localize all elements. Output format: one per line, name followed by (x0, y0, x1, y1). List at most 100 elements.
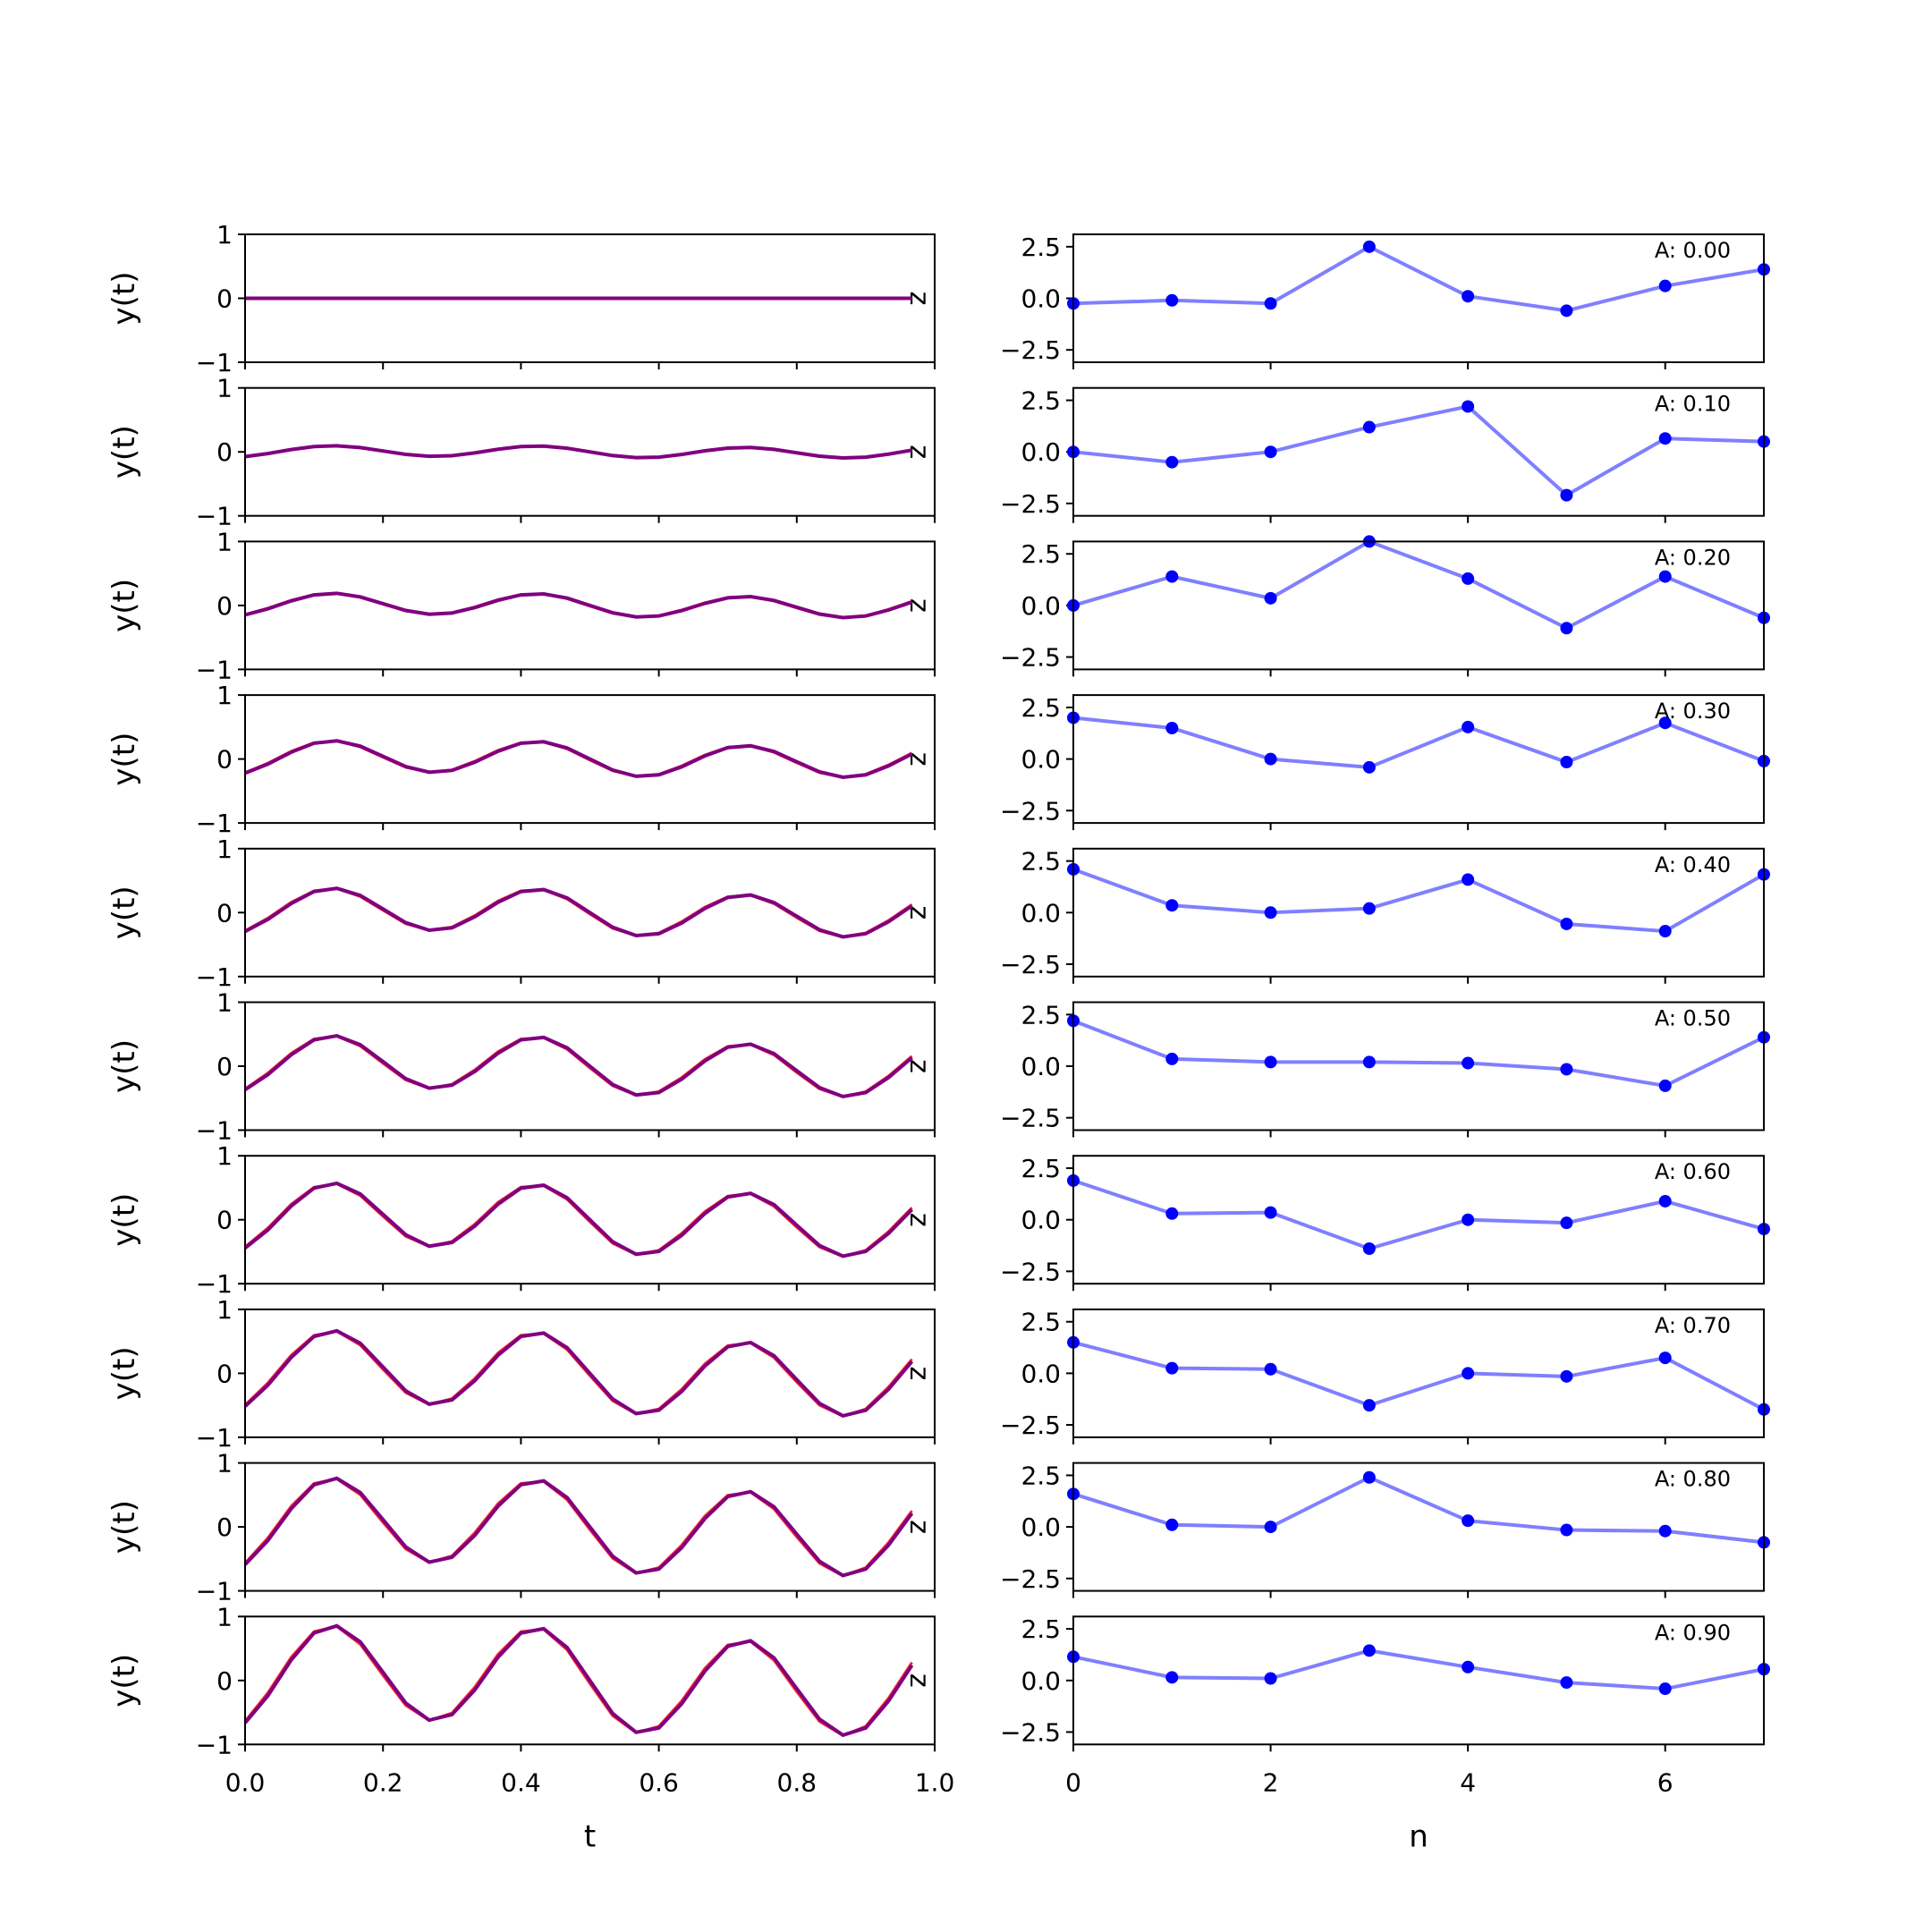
amplitude-annotation: A: 0.20 (1655, 545, 1731, 570)
plot-frame (1072, 1615, 1765, 1746)
series-line (1072, 244, 1765, 313)
side-label: z (903, 1367, 935, 1381)
y-tick-label: 2.5 (1021, 693, 1061, 723)
plot-frame (244, 386, 936, 517)
right-panel-5: 2.5 0.0 −2.5 A: 0.50 (1000, 1000, 1770, 1138)
data-point (1165, 899, 1179, 912)
left-panel-5: −1 0 1 y(t) z (106, 988, 936, 1146)
data-point (1264, 752, 1277, 766)
data-point (1165, 455, 1179, 469)
data-point (1658, 1079, 1672, 1092)
y-axis-label: y(t) (106, 733, 142, 786)
y-tick-label: −2.5 (1000, 1257, 1061, 1286)
y-axis-label: y(t) (106, 1654, 142, 1707)
side-label: z (903, 1059, 935, 1073)
left-panel-1: −1 0 1 y(t) z (106, 374, 936, 531)
series-line (1072, 1475, 1765, 1545)
y-tick-label: 2.5 (1021, 1000, 1061, 1030)
y-tick-label: 0 (216, 1666, 233, 1696)
data-point (1362, 240, 1376, 253)
amplitude-annotation: A: 0.90 (1655, 1620, 1731, 1645)
y-axis-label: y(t) (106, 579, 142, 632)
data-point (1165, 722, 1179, 735)
data-point (1462, 400, 1475, 413)
y-tick-label: 0.0 (1021, 1513, 1061, 1542)
plot-frame (244, 1155, 936, 1285)
y-tick-label: 2.5 (1021, 539, 1061, 569)
data-point (1462, 1660, 1475, 1674)
data-point (1264, 591, 1277, 605)
right-panel-2: 2.5 0.0 −2.5 A: 0.20 (1000, 535, 1770, 677)
y-tick-label: 1 (216, 374, 233, 403)
y-tick-label: −1 (196, 809, 233, 838)
series-line-blue (244, 739, 913, 779)
right-panel-3: 2.5 0.0 −2.5 A: 0.30 (1000, 693, 1770, 831)
left-panel-8: −1 0 1 y(t) z (106, 1449, 936, 1606)
y-tick-label: −2.5 (1000, 643, 1061, 673)
data-point (1264, 1362, 1277, 1376)
data-point (1560, 1063, 1573, 1076)
y-tick-label: 1 (216, 681, 233, 710)
y-tick-label: 0.0 (1021, 1359, 1061, 1388)
left-panel-7: −1 0 1 y(t) z (106, 1295, 936, 1453)
y-tick-label: 2.5 (1021, 233, 1061, 262)
data-point (1560, 756, 1573, 769)
plot-frame (244, 540, 936, 671)
y-axis-label: y(t) (106, 272, 142, 326)
series-line-blue (244, 591, 913, 620)
left-panel-2: −1 0 1 y(t) z (106, 527, 936, 684)
y-tick-label: 0.0 (1021, 745, 1061, 775)
x-tick-label: 0.0 (225, 1767, 266, 1797)
data-point (1165, 570, 1179, 583)
series-line-blue (244, 444, 912, 460)
data-point (1362, 902, 1376, 915)
data-point (1165, 293, 1179, 307)
data-point (1560, 1523, 1573, 1537)
series-line (1072, 1340, 1765, 1411)
side-label: z (903, 1674, 935, 1688)
data-point (1362, 1241, 1376, 1255)
y-tick-label: −1 (196, 1116, 233, 1146)
y-axis-label: y(t) (106, 1039, 142, 1093)
data-point (1560, 917, 1573, 930)
y-tick-label: −2.5 (1000, 796, 1061, 826)
y-axis-label: y(t) (106, 1500, 142, 1554)
x-axis-label: n (1409, 1818, 1428, 1854)
data-point (1560, 1369, 1573, 1383)
side-label: z (903, 598, 935, 613)
amplitude-annotation: A: 0.70 (1655, 1313, 1731, 1338)
y-tick-label: −1 (196, 1577, 233, 1606)
y-tick-label: −1 (196, 655, 233, 684)
y-tick-label: 0.0 (1021, 1666, 1061, 1696)
data-point (1264, 1055, 1277, 1069)
data-point (1362, 1470, 1376, 1484)
data-point (1658, 1194, 1672, 1208)
series-line (1072, 539, 1765, 631)
x-tick-label: 0.4 (501, 1767, 541, 1797)
x-tick-label: 0.6 (639, 1767, 679, 1797)
plot-frame (1072, 694, 1765, 825)
y-axis-label: y(t) (106, 886, 142, 939)
amplitude-annotation: A: 0.40 (1655, 852, 1731, 877)
x-tick-label: 0.2 (363, 1767, 403, 1797)
y-tick-label: 0 (216, 437, 233, 467)
series-line (1072, 716, 1765, 769)
left-panel-4: −1 0 1 y(t) z (106, 835, 936, 992)
series-line-blue (243, 1181, 913, 1258)
amplitude-annotation: A: 0.00 (1655, 238, 1731, 263)
data-point (1362, 1055, 1376, 1069)
data-point (1560, 304, 1573, 318)
data-point (1658, 1352, 1672, 1365)
data-point (1462, 290, 1475, 303)
y-tick-label: 1 (216, 1295, 233, 1325)
y-tick-label: 0.0 (1021, 284, 1061, 314)
plot-frame (1072, 847, 1765, 978)
x-axis-label: t (584, 1818, 596, 1854)
data-point (1658, 570, 1672, 583)
x-tick-label: 6 (1657, 1767, 1674, 1797)
x-tick-label: 4 (1460, 1767, 1476, 1797)
series-line-blue (243, 1328, 914, 1419)
right-panel-1: 2.5 0.0 −2.5 A: 0.10 (1000, 386, 1770, 523)
y-tick-label: −2.5 (1000, 1717, 1061, 1747)
plot-frame (244, 1308, 936, 1438)
